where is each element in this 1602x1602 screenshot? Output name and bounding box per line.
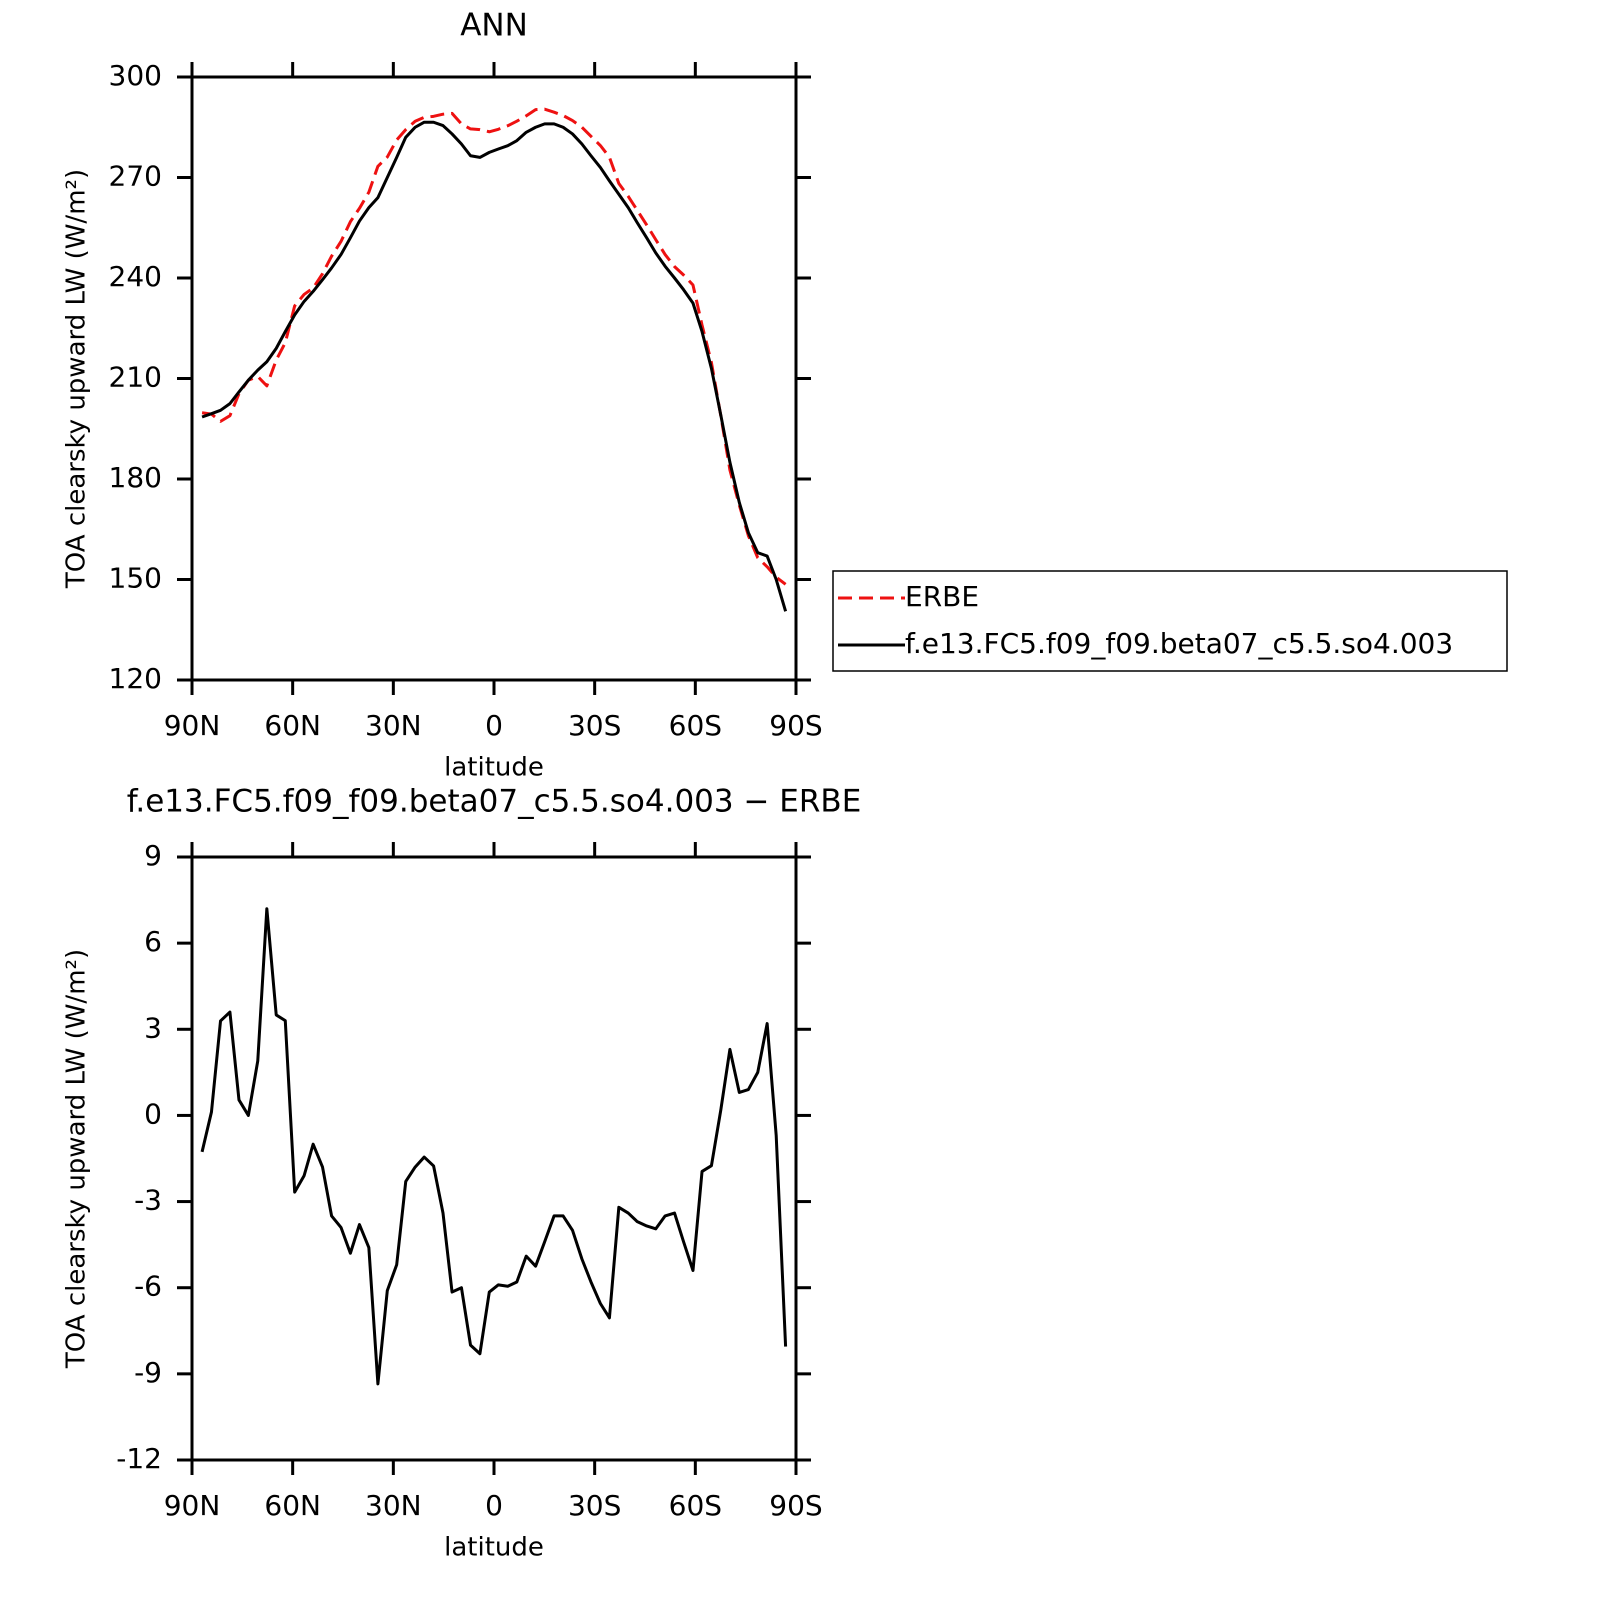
x-tick-label: 90N — [164, 709, 221, 742]
x-tick-label: 30S — [568, 1489, 621, 1522]
y-tick-label: 300 — [109, 59, 162, 92]
y-tick-label: 0 — [144, 1097, 162, 1130]
data-line — [201, 120, 788, 612]
y-tick-label: 210 — [109, 361, 162, 394]
x-axis-label: latitude — [444, 753, 544, 783]
chart-title: f.e13.FC5.f09_f09.beta07_c5.5.so4.003 − … — [127, 784, 862, 820]
y-tick-label: 150 — [109, 562, 162, 595]
x-tick-label: 60N — [264, 709, 321, 742]
x-tick-label: 0 — [485, 1489, 503, 1522]
y-tick-label: 9 — [144, 839, 162, 872]
x-tick-label: 30N — [365, 709, 422, 742]
x-axis-label: latitude — [444, 1533, 544, 1563]
y-axis-label: TOA clearsky upward LW (W/m²) — [62, 169, 92, 589]
data-line — [200, 907, 788, 1386]
legend-label: ERBE — [905, 580, 979, 613]
y-tick-label: 180 — [109, 461, 162, 494]
y-tick-label: -3 — [134, 1184, 162, 1217]
plot-frame — [190, 75, 798, 682]
plot-frame — [190, 855, 798, 1462]
legend-box — [832, 570, 1508, 672]
x-tick-label: 90S — [769, 709, 822, 742]
y-tick-label: 3 — [144, 1011, 162, 1044]
x-tick-label: 60N — [264, 1489, 321, 1522]
x-tick-label: 90N — [164, 1489, 221, 1522]
x-tick-label: 0 — [485, 709, 503, 742]
y-tick-label: 240 — [109, 260, 162, 293]
data-line — [201, 107, 787, 586]
y-tick-label: -12 — [116, 1442, 162, 1475]
x-tick-label: 30S — [568, 709, 621, 742]
x-tick-label: 60S — [669, 1489, 722, 1522]
x-tick-label: 90S — [769, 1489, 822, 1522]
y-tick-label: 120 — [109, 662, 162, 695]
y-axis-label: TOA clearsky upward LW (W/m²) — [62, 949, 92, 1369]
y-tick-label: -9 — [134, 1356, 162, 1389]
y-tick-label: -6 — [134, 1270, 162, 1303]
chart-title: ANN — [460, 8, 528, 44]
x-tick-label: 30N — [365, 1489, 422, 1522]
y-tick-label: 270 — [109, 160, 162, 193]
y-tick-label: 6 — [144, 925, 162, 958]
x-tick-label: 60S — [669, 709, 722, 742]
legend-label: f.e13.FC5.f09_f09.beta07_c5.5.so4.003 — [905, 627, 1453, 660]
